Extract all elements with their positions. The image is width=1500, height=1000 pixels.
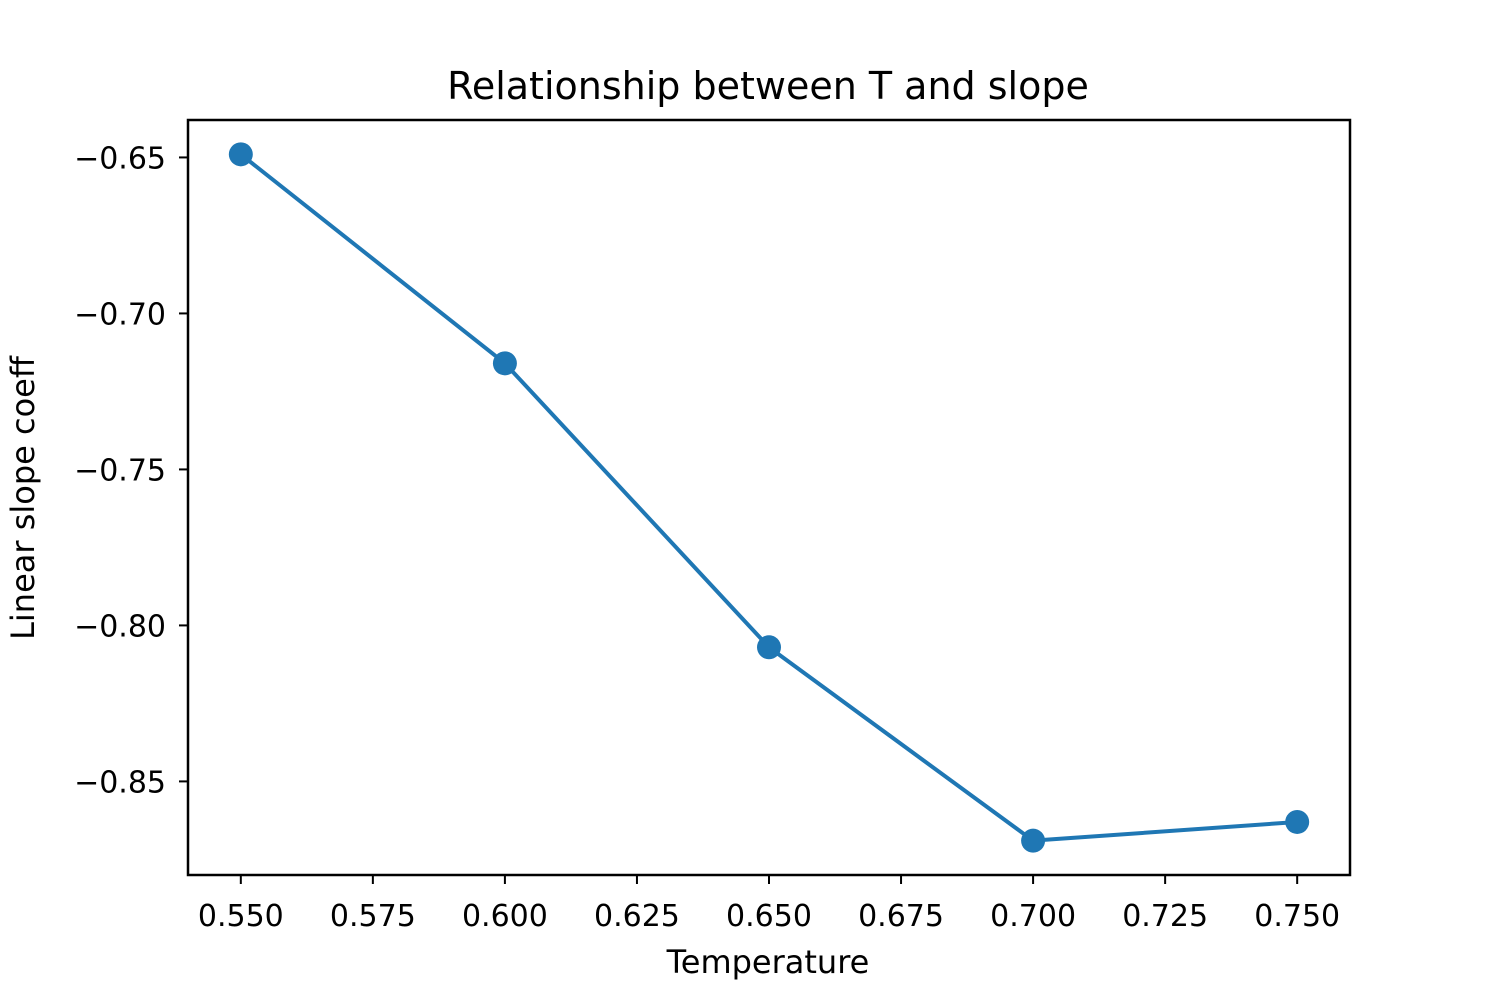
y-tick-label: −0.80 — [74, 609, 166, 644]
y-tick-label: −0.75 — [74, 453, 166, 488]
data-point — [757, 635, 781, 660]
data-point — [1021, 828, 1046, 853]
x-tick-label: 0.625 — [594, 899, 680, 934]
x-tick-label: 0.750 — [1254, 899, 1340, 934]
y-tick-label: −0.65 — [74, 141, 166, 176]
y-tick-label: −0.70 — [74, 297, 166, 332]
data-point — [1285, 809, 1310, 834]
y-axis-label: Linear slope coeff — [4, 355, 42, 640]
data-point — [492, 351, 517, 376]
x-tick-label: 0.550 — [198, 899, 284, 934]
x-tick-label: 0.600 — [462, 899, 548, 934]
x-tick-label: 0.700 — [990, 899, 1076, 934]
x-tick-label: 0.725 — [1122, 899, 1208, 934]
x-axis: 0.550 0.575 0.600 0.625 0.650 0.675 0.700 0.725… — [198, 875, 1340, 934]
axes-frame — [186, 118, 1352, 877]
chart-title: Relationship between T and slope — [447, 64, 1089, 108]
x-tick-label: 0.575 — [330, 899, 416, 934]
x-tick-label: 0.650 — [726, 899, 812, 934]
y-axis: −0.65 −0.70 −0.75 −0.80 −0.85 — [74, 141, 188, 800]
x-tick-label: 0.675 — [858, 899, 944, 934]
plot-area — [228, 142, 1310, 853]
data-point — [228, 142, 253, 167]
y-tick-label: −0.85 — [74, 765, 166, 800]
x-axis-label: Temperature — [666, 943, 870, 981]
